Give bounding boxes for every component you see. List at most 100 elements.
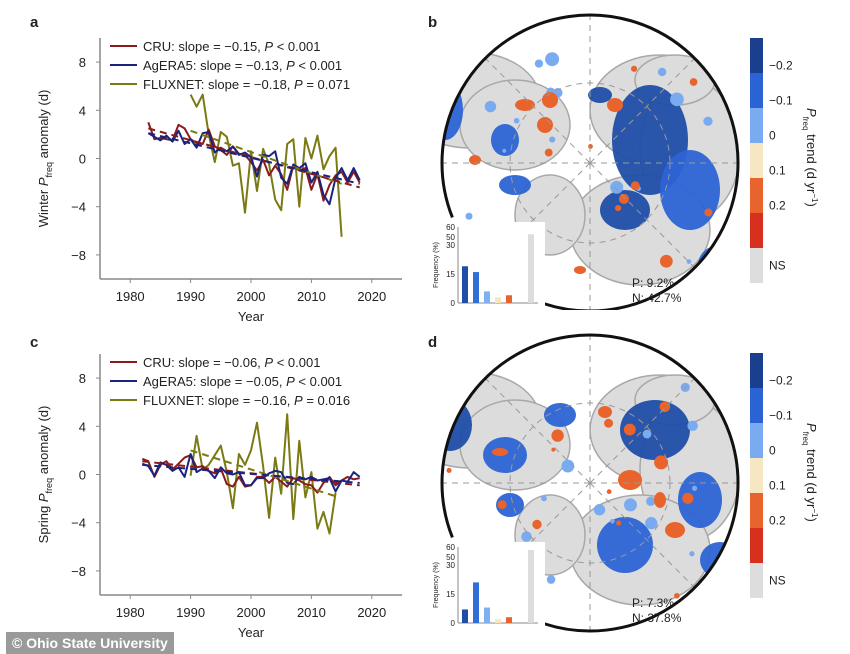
x-axis-title: Year xyxy=(238,625,265,640)
colorbar-swatch xyxy=(750,563,763,598)
y-tick-label: −4 xyxy=(71,200,86,215)
trend-speckle xyxy=(465,212,473,220)
histogram-bar xyxy=(484,607,490,623)
trend-speckle xyxy=(541,495,547,502)
histogram-bar xyxy=(462,266,468,303)
x-tick-label: 2010 xyxy=(297,605,326,620)
colorbar-swatch xyxy=(750,73,763,108)
x-tick-label: 2010 xyxy=(297,289,326,304)
x-tick-label: 2020 xyxy=(357,605,386,620)
trend-speckle xyxy=(642,429,652,439)
negative-trend-patch xyxy=(544,403,576,427)
negative-trend-patch xyxy=(660,150,720,230)
histogram-y-tick: 60 xyxy=(446,543,455,552)
trend-speckle xyxy=(674,592,680,599)
y-tick-label: −4 xyxy=(71,516,86,531)
histogram-bar xyxy=(506,295,512,303)
trend-speckle xyxy=(682,492,694,504)
meridian-line xyxy=(589,377,696,484)
histogram-y-label: Frequency (%) xyxy=(433,562,440,608)
histogram-bar xyxy=(484,291,490,303)
y-tick-label: 8 xyxy=(79,371,86,386)
trend-speckle xyxy=(703,116,713,126)
trend-line-fluxnet xyxy=(190,449,336,498)
histogram-y-tick: 50 xyxy=(446,553,455,562)
y-tick-label: −8 xyxy=(71,564,86,579)
y-axis-title: Spring Pfreq anomaly (d) xyxy=(36,406,54,544)
negative-trend-patch xyxy=(499,175,531,195)
positive-percent: P: 7.3% xyxy=(632,596,674,610)
histogram-bar xyxy=(528,550,534,623)
trend-speckle xyxy=(687,420,698,432)
histogram-background xyxy=(420,222,545,310)
x-tick-label: 1980 xyxy=(116,605,145,620)
x-tick-label: 2020 xyxy=(357,289,386,304)
negative-trend-patch xyxy=(698,245,738,285)
trend-speckle xyxy=(502,148,507,153)
x-tick-label: 2000 xyxy=(237,289,266,304)
meridian-line xyxy=(589,57,696,164)
trend-speckle xyxy=(623,498,637,512)
trend-speckle xyxy=(546,575,556,584)
legend-label-agera5: AgERA5: slope = −0.05, P < 0.001 xyxy=(143,374,342,389)
trend-speckle xyxy=(704,208,713,217)
histogram-y-tick: 0 xyxy=(451,299,456,308)
colorbar-label: 0 xyxy=(769,444,776,458)
trend-colorbar-bottom: −0.2 −0.1 0 0.1 0.2 NS Pfreq trend (d yr−1) xyxy=(750,353,819,598)
y-tick-label: −8 xyxy=(71,248,86,263)
trend-speckle xyxy=(549,136,556,143)
colorbar-label: 0.2 xyxy=(769,514,786,528)
histogram-bar xyxy=(473,272,479,303)
map-boundary xyxy=(440,333,740,633)
trend-speckle xyxy=(561,459,575,473)
colorbar-label: 0.1 xyxy=(769,479,786,493)
colorbar-label: NS xyxy=(769,259,786,273)
x-tick-label: 1990 xyxy=(176,289,205,304)
trend-speckle xyxy=(446,467,452,473)
trend-speckle xyxy=(616,520,622,526)
winter-anomaly-chart: 1980 1990 2000 2010 2020 8 4 0 −4 −8 Year Winter Pf… xyxy=(36,38,402,324)
panel-label-d: d xyxy=(428,334,438,351)
legend-label-fluxnet: FLUXNET: slope = −0.18, P = 0.071 xyxy=(143,77,350,92)
trend-speckle xyxy=(630,65,638,72)
spring-anomaly-chart: 1980 1990 2000 2010 2020 8 4 0 −4 −8 Year Spring Pf… xyxy=(36,354,402,640)
legend-label-cru: CRU: slope = −0.15, P < 0.001 xyxy=(143,39,320,54)
positive-trend-patch xyxy=(574,266,586,274)
copyright-credit: © Ohio State University xyxy=(6,632,174,654)
legend-label-fluxnet: FLUXNET: slope = −0.16, P = 0.016 xyxy=(143,393,350,408)
trend-speckle xyxy=(610,518,615,524)
colorbar-label: −0.1 xyxy=(769,94,793,108)
colorbar-swatch xyxy=(750,528,763,563)
positive-trend-patch xyxy=(542,92,558,108)
positive-trend-patch xyxy=(492,448,508,456)
colorbar-swatch xyxy=(750,143,763,178)
trend-speckle xyxy=(593,504,606,516)
meridian-line xyxy=(589,482,696,589)
trend-speckle xyxy=(497,500,507,510)
trend-speckle xyxy=(513,117,520,124)
positive-trend-patch xyxy=(598,406,612,418)
colorbar-swatch xyxy=(750,353,763,388)
trend-line-agera5 xyxy=(142,463,360,484)
negative-trend-patch xyxy=(496,493,524,517)
trend-speckle xyxy=(604,418,614,428)
trend-speckle xyxy=(614,204,622,212)
map-boundary xyxy=(440,13,740,310)
negative-trend-patch xyxy=(600,190,650,230)
trend-speckle xyxy=(532,519,542,530)
negative-trend-patch xyxy=(588,87,612,103)
histogram-bar xyxy=(495,297,501,303)
trend-speckle xyxy=(686,259,692,264)
negative-trend-patch xyxy=(678,472,722,528)
histogram-y-tick: 50 xyxy=(446,233,455,242)
legend-label-cru: CRU: slope = −0.06, P < 0.001 xyxy=(143,355,320,370)
histogram-y-tick: 0 xyxy=(451,619,456,628)
x-tick-label: 1980 xyxy=(116,289,145,304)
trend-speckle xyxy=(657,67,667,77)
y-tick-label: 8 xyxy=(79,55,86,70)
negative-trend-patch xyxy=(597,517,653,573)
trend-speckle xyxy=(618,193,630,205)
trend-speckle xyxy=(544,148,553,157)
colorbar-label: −0.2 xyxy=(769,59,793,73)
